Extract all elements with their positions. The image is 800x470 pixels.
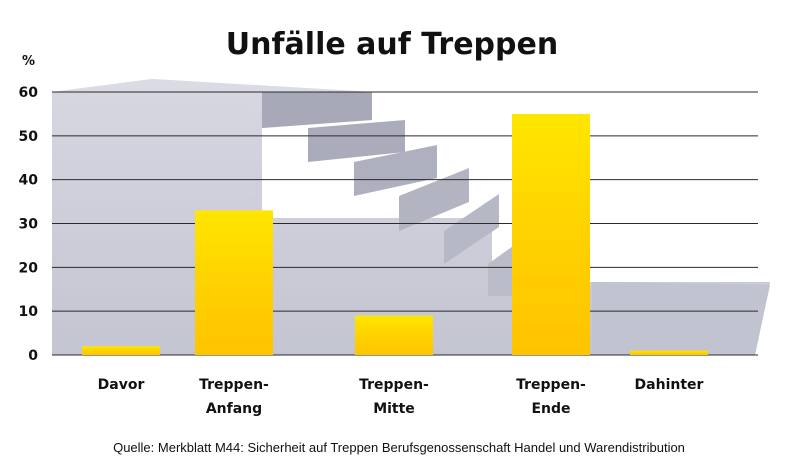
y-tick-label: 60 xyxy=(19,85,39,101)
chart-title: Unfälle auf Treppen xyxy=(226,27,558,62)
x-category-label: Treppen- xyxy=(516,377,586,393)
bar xyxy=(630,350,708,355)
x-category-label: Treppen- xyxy=(199,377,269,393)
x-category-label: Treppen- xyxy=(359,377,429,393)
staircase-background xyxy=(52,79,770,355)
y-tick-label: 20 xyxy=(19,260,39,276)
bar xyxy=(512,113,590,356)
x-category-label: Mitte xyxy=(373,401,415,417)
x-axis-categories: Davor Treppen- Anfang Treppen- Mitte Treppen-… xyxy=(98,377,704,417)
y-tick-label: 50 xyxy=(19,129,39,145)
y-tick-label: 30 xyxy=(19,217,39,233)
y-tick-label: 0 xyxy=(28,348,38,364)
x-category-label: Davor xyxy=(98,377,145,393)
bar xyxy=(355,315,433,355)
x-category-label: Anfang xyxy=(206,401,262,417)
x-category-label: Dahinter xyxy=(635,377,704,393)
bars xyxy=(82,113,708,356)
gridlines xyxy=(52,91,758,356)
y-axis-unit: % xyxy=(22,54,35,69)
y-tick-label: 10 xyxy=(19,304,39,320)
x-category-label: Ende xyxy=(531,401,570,417)
bar xyxy=(195,210,273,355)
source-note: Quelle: Merkblatt M44: Sicherheit auf Tr… xyxy=(113,440,685,455)
y-axis-ticks: 0 10 20 30 40 50 60 xyxy=(19,85,39,364)
bar xyxy=(82,346,160,355)
y-tick-label: 40 xyxy=(19,173,39,189)
